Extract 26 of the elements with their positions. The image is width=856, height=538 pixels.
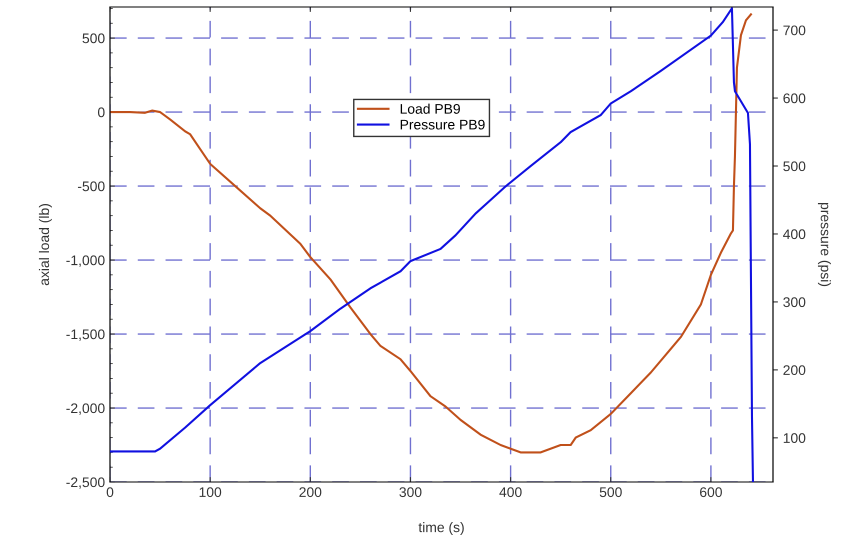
- y2-tick-label: 200: [783, 365, 806, 376]
- y2-tick-label: 600: [783, 93, 806, 104]
- y2-tick-label: 300: [783, 297, 806, 308]
- y-tick-label: -2,500: [66, 477, 105, 489]
- x-tick-label: 200: [299, 487, 322, 498]
- y-tick-label: -1,500: [66, 329, 105, 341]
- x-tick-label: 500: [600, 487, 622, 498]
- x-axis-title: time (s): [418, 522, 464, 535]
- y-tick-label: -1,000: [66, 255, 105, 267]
- x-tick-label: 600: [700, 487, 722, 498]
- y2-tick-label: 500: [783, 161, 806, 172]
- legend-label: Pressure PB9: [400, 120, 485, 130]
- y-axis-title: axial load (lb): [38, 204, 52, 286]
- y2-axis-title: pressure (psi): [818, 202, 831, 286]
- x-tick-label: 400: [499, 487, 522, 498]
- y-tick-label: -500: [78, 181, 105, 192]
- y2-tick-label: 400: [783, 229, 806, 240]
- x-tick-label: 300: [399, 487, 422, 498]
- y-tick-label: -2,000: [66, 403, 105, 415]
- x-tick-label: 0: [106, 487, 114, 498]
- y2-tick-label: 100: [784, 433, 806, 443]
- y-tick-label: 500: [82, 33, 105, 44]
- y2-tick-label: 700: [783, 25, 806, 36]
- x-tick-label: 100: [200, 487, 222, 498]
- legend-label: Load PB9: [400, 104, 460, 114]
- y-tick-label: 0: [98, 107, 105, 118]
